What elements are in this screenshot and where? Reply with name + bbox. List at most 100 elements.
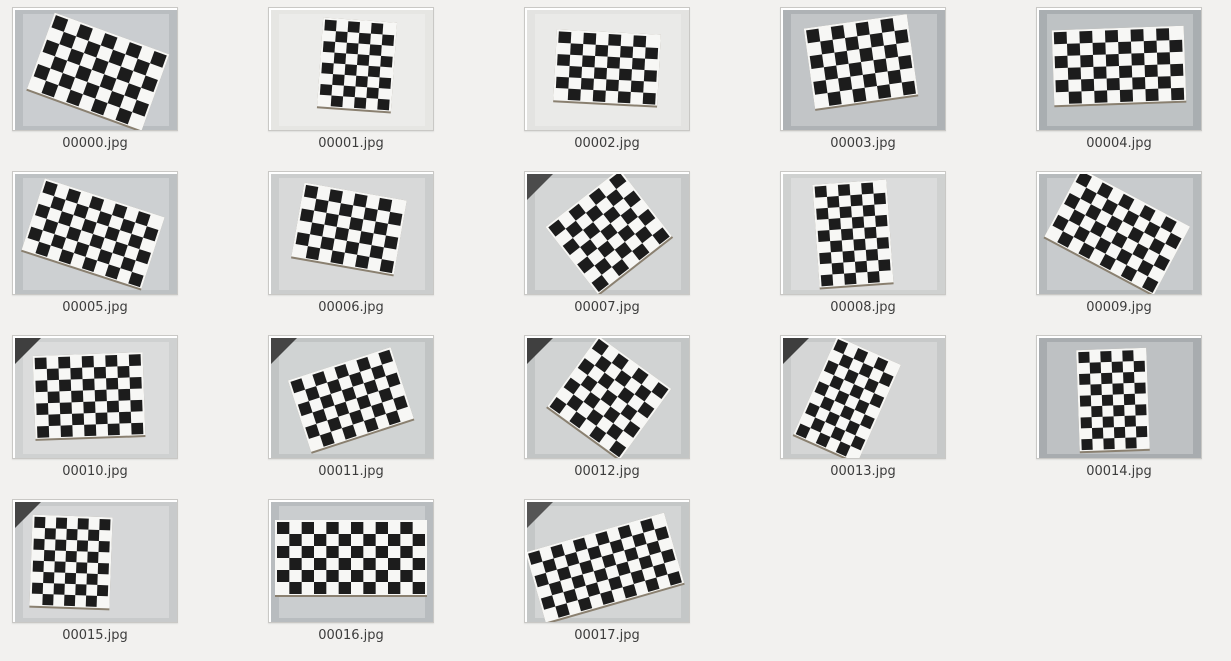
thumbnail-frame[interactable] — [524, 171, 690, 295]
file-item[interactable]: 00003.jpg — [773, 7, 953, 157]
checker-square — [568, 66, 583, 79]
checker-square — [548, 580, 564, 596]
file-item[interactable]: 00008.jpg — [773, 171, 953, 321]
file-item[interactable]: 00016.jpg — [261, 499, 441, 649]
file-item[interactable]: 00001.jpg — [261, 7, 441, 157]
checker-square — [71, 413, 85, 426]
thumbnail-frame[interactable] — [268, 335, 434, 459]
checker-square — [594, 355, 612, 373]
file-item[interactable]: 00006.jpg — [261, 171, 441, 321]
checker-square — [354, 97, 367, 109]
checker-square — [356, 356, 372, 372]
checker-square — [375, 570, 388, 582]
checker-square — [1143, 40, 1157, 54]
checker-square — [132, 99, 149, 117]
file-item[interactable]: 00007.jpg — [517, 171, 697, 321]
file-item[interactable]: 00010.jpg — [5, 335, 185, 485]
checker-square — [1073, 225, 1091, 243]
checker-square — [277, 546, 290, 558]
checker-square — [58, 211, 74, 227]
file-item[interactable]: 00005.jpg — [5, 171, 185, 321]
thumbnail-frame[interactable] — [268, 499, 434, 623]
checker-square — [1132, 243, 1149, 260]
checker-square — [37, 425, 50, 438]
checker-square — [634, 384, 652, 402]
checker-square — [383, 235, 399, 250]
file-name-label: 00008.jpg — [830, 300, 896, 315]
checker-square — [601, 553, 617, 568]
checker-square — [585, 582, 601, 597]
checker-square — [106, 400, 120, 413]
checker-square — [850, 435, 866, 451]
checker-square — [1106, 77, 1120, 91]
thumbnail-frame[interactable] — [780, 335, 946, 459]
checker-square — [642, 92, 656, 105]
checker-square — [135, 249, 152, 265]
checker-square — [855, 21, 870, 37]
file-item[interactable]: 00015.jpg — [5, 499, 185, 649]
checker-square — [1131, 53, 1145, 66]
checker-square — [301, 570, 314, 582]
thumbnail-frame[interactable] — [524, 335, 690, 459]
checker-square — [378, 349, 394, 365]
checker-square — [59, 402, 72, 415]
checker-square — [594, 257, 612, 275]
thumbnail-frame[interactable] — [780, 7, 946, 131]
file-item[interactable]: 00009.jpg — [1029, 171, 1209, 321]
checker-square — [319, 84, 333, 96]
checker-square — [107, 90, 125, 108]
checker-square — [609, 174, 627, 190]
checker-square — [876, 84, 892, 99]
thumbnail-frame[interactable] — [1036, 171, 1202, 295]
checkerboard-image-icon — [527, 338, 689, 458]
thumbnail-frame[interactable] — [12, 499, 178, 623]
checker-square — [1135, 426, 1148, 438]
checker-square — [1139, 204, 1156, 222]
checker-square — [87, 551, 99, 563]
thumbnail-frame[interactable] — [268, 171, 434, 295]
checker-square — [328, 189, 343, 204]
checker-square — [34, 516, 46, 529]
checker-square — [319, 431, 335, 447]
checker-square — [27, 226, 43, 242]
file-item[interactable]: 00013.jpg — [773, 335, 953, 485]
thumbnail-frame[interactable] — [524, 499, 690, 623]
thumbnail-frame[interactable] — [780, 171, 946, 295]
checker-square — [349, 217, 364, 232]
checker-square — [805, 402, 820, 418]
checker-square — [620, 46, 634, 58]
file-name-label: 00006.jpg — [318, 300, 384, 315]
checker-square — [349, 409, 364, 425]
checker-square — [289, 582, 302, 594]
file-item[interactable]: 00002.jpg — [517, 7, 697, 157]
file-item[interactable]: 00014.jpg — [1029, 335, 1209, 485]
thumbnail-frame[interactable] — [12, 7, 178, 131]
checker-square — [104, 226, 120, 242]
checker-square — [542, 558, 557, 573]
file-item[interactable]: 00000.jpg — [5, 7, 185, 157]
thumbnail-frame[interactable] — [12, 335, 178, 459]
thumbnail-frame[interactable] — [1036, 7, 1202, 131]
checker-square — [557, 54, 571, 67]
checker-square — [617, 224, 636, 242]
file-name-label: 00002.jpg — [574, 136, 640, 151]
checker-square — [59, 31, 77, 49]
thumbnail-frame[interactable] — [1036, 335, 1202, 459]
file-item[interactable]: 00004.jpg — [1029, 7, 1209, 157]
checker-square — [1134, 382, 1146, 394]
thumbnail-frame[interactable] — [268, 7, 434, 131]
thumbnail-frame[interactable] — [12, 171, 178, 295]
checker-square — [834, 50, 849, 66]
checker-square — [125, 42, 143, 59]
file-item[interactable]: 00012.jpg — [517, 335, 697, 485]
file-item[interactable]: 00011.jpg — [261, 335, 441, 485]
checker-square — [550, 544, 565, 559]
file-item[interactable]: 00017.jpg — [517, 499, 697, 649]
checker-square — [55, 539, 67, 551]
thumbnail-frame[interactable] — [524, 7, 690, 131]
checker-square — [661, 548, 676, 564]
checker-square — [312, 371, 328, 387]
checker-square — [118, 388, 131, 401]
checker-square — [99, 74, 117, 91]
checker-square — [608, 576, 623, 591]
